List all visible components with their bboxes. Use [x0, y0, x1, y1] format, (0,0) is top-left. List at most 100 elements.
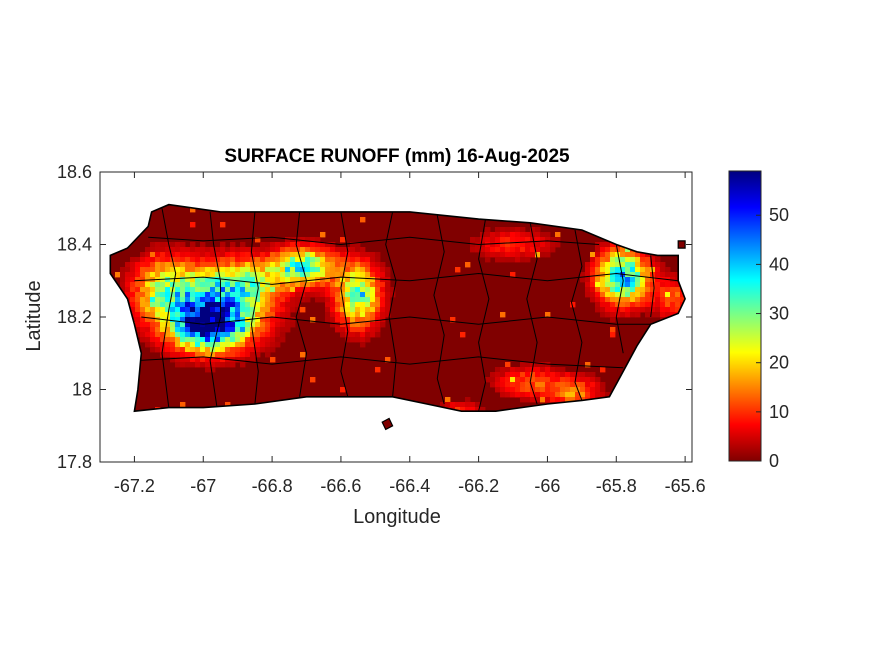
- runoff-cell: [200, 302, 206, 308]
- runoff-cell: [470, 237, 476, 243]
- runoff-cell: [260, 317, 266, 323]
- runoff-cell: [345, 337, 351, 343]
- runoff-cell: [165, 292, 171, 298]
- runoff-cell: [520, 372, 526, 378]
- runoff-cell: [380, 282, 386, 288]
- runoff-cell: [570, 302, 576, 308]
- runoff-cell: [620, 262, 626, 268]
- runoff-cell: [515, 392, 521, 398]
- runoff-cell: [235, 322, 241, 328]
- runoff-cell: [280, 287, 286, 293]
- runoff-cell: [520, 362, 526, 368]
- runoff-cell: [525, 387, 531, 393]
- runoff-cell: [610, 297, 616, 303]
- runoff-cell: [215, 302, 221, 308]
- runoff-cell: [645, 302, 651, 308]
- runoff-cell: [160, 287, 166, 293]
- runoff-cell: [270, 317, 276, 323]
- runoff-cell: [140, 277, 146, 283]
- runoff-cell: [495, 367, 501, 373]
- runoff-cell: [210, 327, 216, 333]
- runoff-cell: [205, 252, 211, 258]
- runoff-cell: [260, 247, 266, 253]
- runoff-cell: [615, 302, 621, 308]
- runoff-cell: [140, 257, 146, 263]
- runoff-cell: [630, 307, 636, 313]
- runoff-cell: [275, 312, 281, 318]
- runoff-cell: [260, 337, 266, 343]
- runoff-cell: [170, 267, 176, 273]
- runoff-cell: [235, 247, 241, 253]
- runoff-cell: [310, 292, 316, 298]
- runoff-cell: [465, 262, 471, 268]
- runoff-cell: [275, 302, 281, 308]
- runoff-cell: [640, 262, 646, 268]
- colorbar-tick-label: 10: [769, 402, 789, 422]
- runoff-cell: [510, 237, 516, 243]
- runoff-cell: [380, 292, 386, 298]
- runoff-cell: [520, 242, 526, 248]
- runoff-cell: [235, 337, 241, 343]
- runoff-cell: [195, 352, 201, 358]
- runoff-cell: [215, 247, 221, 253]
- runoff-cell: [265, 282, 271, 288]
- runoff-cell: [610, 272, 616, 278]
- runoff-cell: [180, 337, 186, 343]
- runoff-cell: [360, 322, 366, 328]
- runoff-cell: [255, 297, 261, 303]
- runoff-cell: [120, 267, 126, 273]
- runoff-cell: [365, 317, 371, 323]
- runoff-cell: [150, 342, 156, 348]
- runoff-cell: [625, 297, 631, 303]
- municipal-boundary: [250, 211, 259, 405]
- runoff-cell: [490, 232, 496, 238]
- runoff-cell: [510, 272, 516, 278]
- runoff-cell: [320, 282, 326, 288]
- runoff-cell: [215, 282, 221, 288]
- runoff-cell: [505, 257, 511, 263]
- runoff-cell: [170, 272, 176, 278]
- runoff-cell: [235, 267, 241, 273]
- runoff-cell: [205, 322, 211, 328]
- runoff-cell: [200, 282, 206, 288]
- runoff-cell: [275, 317, 281, 323]
- runoff-cell: [655, 267, 661, 273]
- runoff-cell: [145, 262, 151, 268]
- runoff-cell: [600, 367, 606, 373]
- runoff-cell: [150, 327, 156, 333]
- runoff-cell: [510, 257, 516, 263]
- island-outline: [109, 203, 686, 431]
- runoff-cell: [635, 302, 641, 308]
- runoff-cell: [225, 297, 231, 303]
- runoff-cell: [625, 277, 631, 283]
- runoff-cell: [255, 252, 261, 258]
- runoff-cell: [215, 252, 221, 258]
- runoff-cell: [190, 247, 196, 253]
- runoff-cell: [625, 307, 631, 313]
- runoff-cell: [215, 362, 221, 368]
- runoff-cell: [210, 277, 216, 283]
- runoff-cell: [440, 402, 446, 408]
- runoff-cell: [520, 382, 526, 388]
- runoff-cell: [130, 302, 136, 308]
- runoff-cell: [250, 262, 256, 268]
- runoff-cell: [230, 242, 236, 248]
- runoff-cell: [515, 387, 521, 393]
- runoff-cell: [605, 257, 611, 263]
- runoff-cell: [510, 387, 516, 393]
- runoff-cell: [445, 397, 451, 403]
- runoff-cell: [340, 312, 346, 318]
- runoff-cell: [130, 287, 136, 293]
- runoff-cell: [150, 347, 156, 353]
- runoff-cell: [160, 242, 166, 248]
- runoff-cell: [310, 267, 316, 273]
- runoff-cell: [245, 327, 251, 333]
- runoff-cell: [365, 257, 371, 263]
- runoff-cell: [635, 307, 641, 313]
- runoff-cell: [610, 242, 616, 248]
- runoff-cell: [345, 272, 351, 278]
- x-tick-label: -66.8: [252, 476, 293, 496]
- runoff-cell: [590, 287, 596, 293]
- runoff-cell: [585, 272, 591, 278]
- municipal-boundary: [137, 356, 624, 369]
